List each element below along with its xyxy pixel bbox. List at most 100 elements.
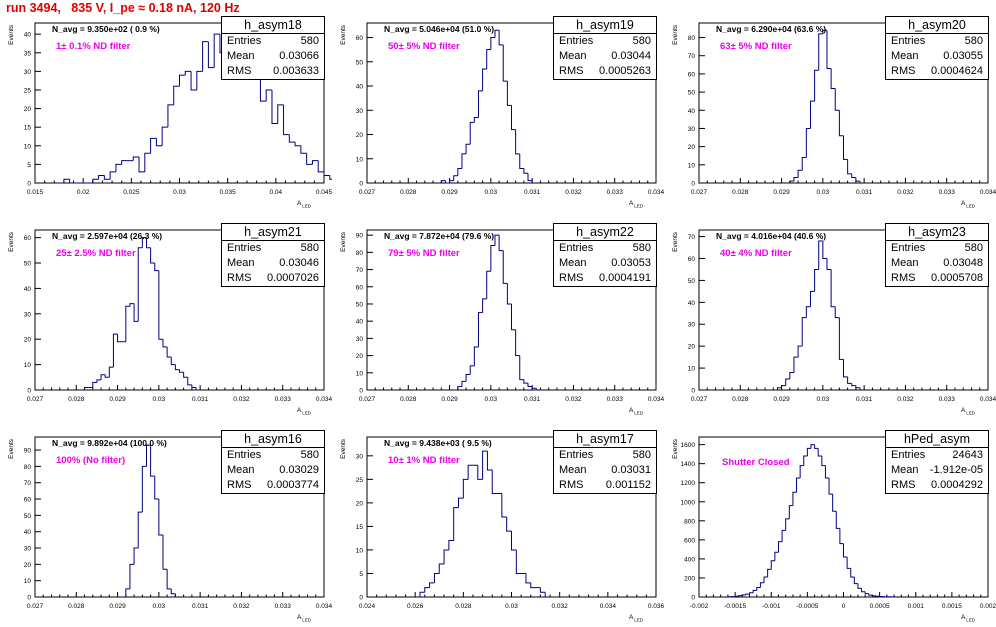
stats-key: Mean: [559, 49, 587, 64]
histogram-bin: [742, 595, 746, 596]
x-tick-label: 0.032: [552, 603, 569, 610]
x-tick-label: 0.034: [648, 396, 664, 403]
y-tick-label: 30: [688, 322, 696, 329]
stats-value: 580: [633, 241, 651, 256]
histogram-bin: [827, 258, 831, 269]
y-tick-label: 10: [356, 156, 364, 163]
histogram-bin: [483, 451, 488, 479]
y-tick-label: 25: [24, 87, 32, 94]
x-tick-label: 0.045: [316, 189, 332, 196]
histogram-bin: [798, 346, 802, 357]
x-axis-title: ALED: [297, 200, 312, 209]
histogram-bin: [97, 380, 101, 383]
histogram-bin: [312, 161, 318, 165]
y-tick-label: 30: [356, 453, 364, 460]
histogram-bin: [775, 552, 779, 561]
y-tick-label: 5: [359, 571, 363, 578]
stats-value: 580: [633, 448, 651, 463]
y-tick-label: 25: [356, 477, 364, 484]
histogram-bin: [872, 595, 876, 596]
n-avg-label: N_avg = 5.046e+04 (51.0 %): [384, 24, 494, 34]
stats-value: 580: [301, 34, 319, 49]
filter-label: 1± 0.1% ND filter: [56, 41, 130, 52]
x-tick-label: 0.029: [441, 189, 458, 196]
x-tick-label: 0.033: [275, 396, 292, 403]
x-tick-label: 0.032: [233, 603, 250, 610]
y-tick-label: 30: [356, 336, 364, 343]
x-tick-label: 0.03: [817, 396, 830, 403]
y-tick-label: 40: [688, 300, 696, 307]
x-tick-label: 0.031: [524, 189, 541, 196]
histogram-bin: [171, 589, 175, 594]
y-tick-label: 40: [24, 32, 32, 39]
histogram-bin: [512, 531, 517, 550]
stats-key: RMS: [559, 271, 583, 286]
histogram-bin: [528, 383, 532, 386]
y-tick-label: 0: [359, 181, 363, 188]
y-tick-label: 35: [24, 50, 32, 57]
histogram-bin: [93, 179, 99, 183]
x-tick-label: 0.03: [485, 189, 498, 196]
histogram-bin: [99, 176, 105, 180]
filter-label: 50± 5% ND filter: [388, 41, 460, 52]
y-tick-label: 70: [688, 53, 696, 60]
stats-key: RMS: [559, 478, 583, 493]
histogram-bin: [208, 42, 214, 68]
y-tick-label: 40: [356, 84, 364, 91]
stats-value: 580: [965, 34, 983, 49]
y-tick-label: 60: [688, 256, 696, 263]
stats-key: Entries: [227, 241, 261, 256]
y-axis-title: Events: [672, 231, 679, 252]
histogram-bin: [524, 168, 528, 173]
stats-key: Mean: [891, 49, 919, 64]
stats-histogram-name: hPed_asym: [886, 431, 988, 448]
x-axis-title: ALED: [297, 614, 312, 623]
histogram-bin: [454, 176, 458, 181]
histogram-bin: [134, 304, 138, 322]
stats-value: 0.03044: [611, 49, 651, 64]
histogram-bin: [865, 592, 869, 594]
histogram-bin: [272, 90, 278, 123]
histogram-bin: [512, 105, 516, 129]
x-tick-label: 0.031: [856, 189, 873, 196]
histogram-bin: [185, 71, 191, 75]
histogram-bin: [526, 573, 531, 582]
histogram-bin: [70, 179, 76, 183]
histogram-bin: [463, 479, 468, 498]
x-tick-label: 0.034: [648, 189, 664, 196]
histogram-bin: [483, 69, 487, 91]
y-tick-label: 50: [24, 513, 32, 520]
x-tick-label: 0.028: [455, 603, 472, 610]
stats-value: 0.001152: [606, 478, 651, 493]
y-tick-label: 20: [24, 562, 32, 569]
histogram-bin: [851, 568, 855, 577]
x-tick-label: 0.03: [817, 189, 830, 196]
y-axis-title: Events: [8, 24, 15, 45]
y-tick-label: 1000: [681, 499, 696, 506]
histogram-bin: [138, 512, 142, 548]
y-tick-label: 60: [356, 284, 364, 291]
x-tick-label: -0.001: [762, 603, 781, 610]
stats-histogram-name: h_asym21: [222, 224, 324, 241]
y-axis-title: Events: [340, 24, 347, 45]
y-tick-label: 10: [24, 578, 32, 585]
stats-value: 0.03048: [943, 256, 983, 271]
x-tick-label: 0.03: [485, 396, 498, 403]
x-tick-label: 0.032: [565, 189, 582, 196]
histogram-bin: [478, 465, 483, 479]
x-tick-label: 0.026: [407, 603, 424, 610]
stats-key: Mean: [559, 256, 587, 271]
histogram-bin: [825, 466, 829, 478]
histogram-bin: [192, 385, 196, 388]
x-tick-label: 0.033: [275, 603, 292, 610]
stats-key: RMS: [559, 64, 583, 79]
x-tick-label: 0.027: [27, 603, 44, 610]
y-tick-label: 50: [688, 278, 696, 285]
histogram-bin: [458, 168, 462, 175]
